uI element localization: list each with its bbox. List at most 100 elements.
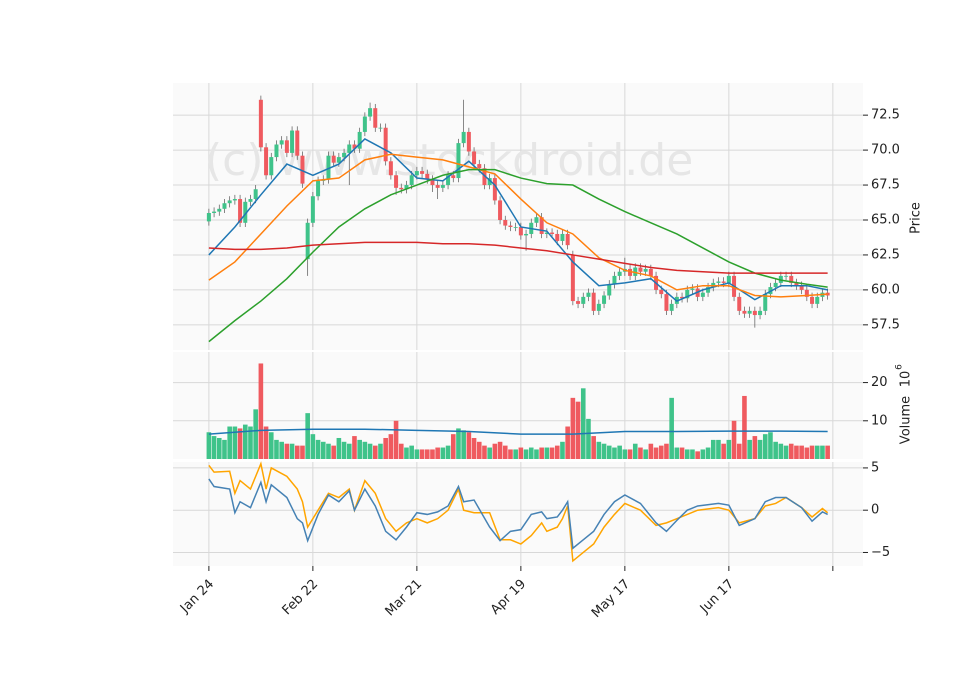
volume-bar — [575, 401, 581, 459]
candle-body — [373, 108, 378, 128]
volume-bar — [242, 424, 248, 459]
candle-body — [383, 127, 388, 162]
candle-body — [607, 284, 612, 296]
volume-bar — [227, 426, 232, 459]
volume-bar — [638, 447, 643, 459]
volume-bar — [528, 447, 534, 459]
volume-bar — [482, 445, 487, 459]
volume-bar — [804, 447, 810, 459]
candle-body — [305, 222, 310, 260]
volume-bar — [341, 441, 347, 459]
candle-body — [700, 292, 705, 297]
candle-body — [513, 226, 518, 228]
candle-body — [503, 219, 508, 226]
volume-bar — [648, 443, 654, 459]
volume-bar — [658, 445, 664, 459]
candle-body — [737, 296, 742, 311]
volume-bar — [258, 363, 264, 459]
volume-bar — [456, 428, 461, 459]
volume-bar — [736, 443, 742, 459]
volume-bar — [216, 437, 222, 459]
candle-body — [394, 175, 399, 188]
volume-bar — [762, 434, 768, 459]
volume-bar — [326, 443, 331, 459]
candle-body — [498, 200, 503, 220]
volume-bar — [710, 439, 716, 459]
volume-bar — [788, 443, 794, 459]
candle-body — [274, 144, 279, 158]
candle-body — [763, 294, 768, 311]
candle-body — [388, 161, 393, 176]
volume-bar — [539, 447, 544, 459]
candle-body — [706, 287, 711, 293]
candle-body — [591, 292, 596, 311]
y-tick-label: 60.0 — [871, 282, 900, 297]
volume-bar — [695, 451, 700, 459]
line — [208, 137, 828, 302]
candle-body — [747, 310, 752, 314]
volume-bar — [684, 449, 690, 459]
candle-body — [326, 155, 331, 180]
volume-bar — [825, 445, 830, 459]
volume-bar — [690, 449, 695, 459]
candle-body — [716, 281, 721, 283]
candle-body — [243, 201, 248, 223]
y-tick-label: 5 — [871, 460, 879, 475]
volume-bar — [554, 445, 560, 459]
candle-body — [472, 151, 477, 165]
volume-bar — [586, 418, 591, 459]
line — [208, 153, 828, 298]
candle-body — [742, 310, 747, 314]
candle-body — [253, 189, 258, 200]
candle-body — [420, 171, 425, 174]
volume-bar — [794, 445, 799, 459]
volume-bar — [513, 449, 518, 459]
volume-bar — [591, 436, 596, 459]
volume-bar — [622, 449, 628, 459]
volume-bar — [310, 434, 316, 459]
candle-body — [685, 289, 690, 299]
volume-bar — [398, 443, 404, 459]
volume-bar — [742, 395, 747, 459]
volume-bar — [268, 432, 274, 459]
volume-bar — [232, 426, 238, 459]
volume-bar — [357, 439, 362, 459]
volume-bar — [752, 436, 758, 459]
y-tick-label: 72.5 — [871, 108, 900, 123]
volume-bar — [362, 441, 368, 459]
panel-background — [173, 83, 863, 350]
volume-bar — [716, 439, 721, 459]
volume-bar — [612, 447, 617, 459]
candle-body — [487, 178, 492, 186]
volume-bar — [388, 434, 394, 459]
candle-body — [456, 143, 461, 179]
volume-bar — [679, 447, 685, 459]
candle-body — [570, 254, 575, 302]
candle-body — [680, 296, 685, 299]
volume-bar — [596, 441, 602, 459]
candle-body — [815, 296, 820, 304]
volume-bar — [222, 439, 227, 459]
line — [208, 478, 828, 550]
volume-bar — [669, 397, 674, 459]
candle-body — [643, 268, 648, 272]
volume-bar — [643, 449, 648, 459]
volume-bar — [705, 447, 711, 459]
candle-body — [638, 267, 643, 272]
candle-body — [560, 233, 565, 241]
volume-bar — [747, 439, 752, 459]
candle-body — [357, 131, 362, 149]
candle-body — [752, 310, 757, 316]
candle-body — [810, 296, 815, 304]
candle-body — [576, 301, 581, 304]
volume-bar — [632, 443, 638, 459]
y-axis-label: Volume — [899, 396, 914, 444]
candle-body — [368, 108, 373, 117]
volume-bar — [274, 439, 279, 459]
volume-bar — [430, 449, 435, 459]
candle-body — [648, 268, 653, 276]
y-tick-label: 20 — [871, 375, 888, 390]
candle-body — [295, 130, 300, 156]
y-tick-label: 10 — [871, 413, 888, 428]
panel-background — [173, 462, 863, 566]
